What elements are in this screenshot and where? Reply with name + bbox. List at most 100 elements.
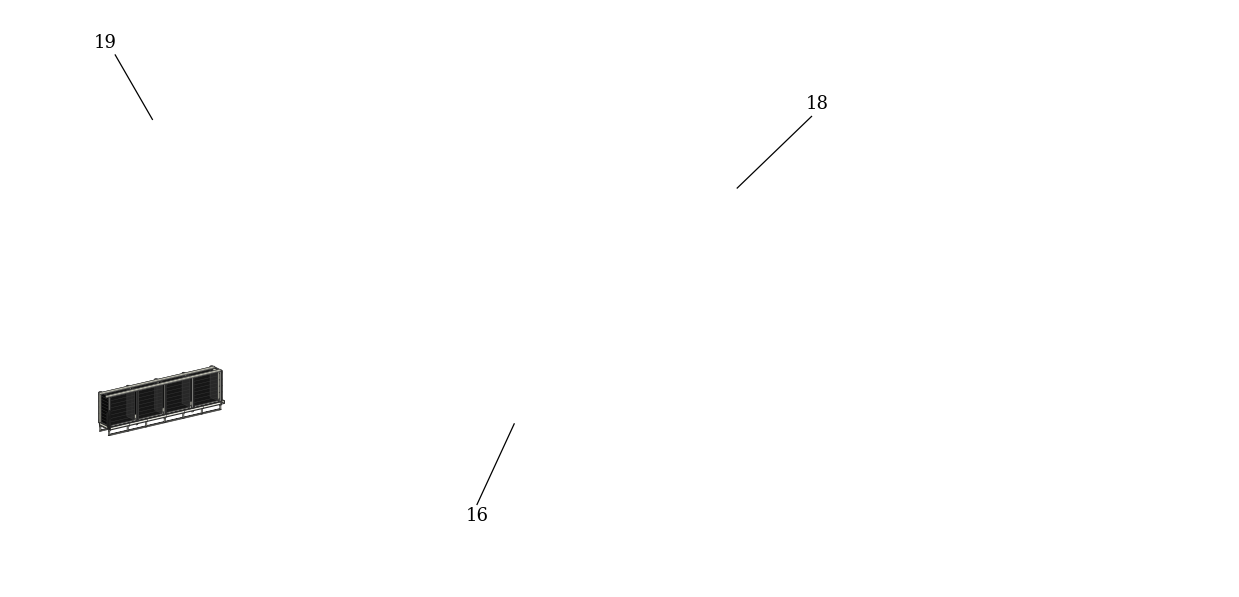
Polygon shape [211, 399, 213, 400]
Polygon shape [219, 371, 222, 402]
Polygon shape [136, 398, 139, 399]
Polygon shape [108, 429, 110, 432]
Polygon shape [182, 399, 195, 405]
Polygon shape [129, 385, 139, 420]
Polygon shape [154, 400, 166, 405]
Polygon shape [173, 413, 176, 414]
Polygon shape [219, 373, 222, 374]
Polygon shape [99, 392, 110, 397]
Polygon shape [165, 384, 166, 386]
Polygon shape [166, 378, 190, 413]
Polygon shape [191, 379, 195, 380]
Polygon shape [99, 407, 112, 412]
Polygon shape [219, 385, 222, 386]
Polygon shape [182, 373, 195, 378]
Polygon shape [109, 408, 221, 435]
Polygon shape [131, 381, 162, 391]
Polygon shape [183, 405, 185, 408]
Polygon shape [164, 422, 166, 423]
Polygon shape [159, 375, 190, 384]
Polygon shape [136, 422, 139, 423]
Polygon shape [102, 393, 109, 426]
Polygon shape [102, 392, 112, 427]
Polygon shape [105, 370, 221, 396]
Polygon shape [126, 407, 139, 412]
Polygon shape [154, 381, 166, 386]
Polygon shape [99, 425, 102, 427]
Polygon shape [185, 373, 195, 408]
Polygon shape [192, 409, 195, 410]
Polygon shape [182, 412, 185, 413]
Polygon shape [164, 417, 166, 418]
Polygon shape [136, 390, 139, 421]
Polygon shape [145, 426, 147, 427]
Polygon shape [110, 402, 222, 430]
Polygon shape [209, 374, 222, 380]
Polygon shape [219, 398, 222, 399]
Polygon shape [186, 369, 211, 402]
Polygon shape [191, 398, 195, 399]
Polygon shape [201, 413, 203, 414]
Polygon shape [193, 373, 218, 406]
Polygon shape [157, 379, 166, 414]
Polygon shape [99, 422, 110, 430]
Polygon shape [164, 411, 166, 412]
Polygon shape [219, 379, 222, 380]
Polygon shape [100, 404, 212, 431]
Polygon shape [103, 388, 126, 422]
Polygon shape [107, 370, 221, 398]
Polygon shape [182, 393, 195, 399]
Polygon shape [182, 373, 185, 404]
Polygon shape [99, 419, 112, 424]
Polygon shape [108, 411, 112, 413]
Polygon shape [136, 392, 139, 393]
Polygon shape [108, 424, 112, 425]
Polygon shape [99, 425, 102, 426]
Polygon shape [136, 411, 139, 412]
Polygon shape [99, 400, 112, 405]
Polygon shape [209, 387, 222, 392]
Polygon shape [109, 409, 221, 436]
Polygon shape [108, 399, 112, 400]
Polygon shape [209, 368, 222, 373]
Polygon shape [154, 387, 166, 393]
Polygon shape [209, 381, 222, 386]
Polygon shape [136, 405, 139, 406]
Polygon shape [126, 388, 134, 420]
Polygon shape [99, 366, 214, 395]
Polygon shape [182, 387, 195, 392]
Polygon shape [209, 393, 222, 399]
Polygon shape [108, 396, 112, 427]
Polygon shape [108, 429, 110, 430]
Polygon shape [126, 413, 139, 418]
Polygon shape [193, 377, 195, 379]
Polygon shape [99, 396, 222, 427]
Polygon shape [155, 379, 156, 410]
Polygon shape [165, 384, 166, 414]
Polygon shape [99, 392, 102, 423]
Polygon shape [182, 375, 190, 407]
Polygon shape [99, 394, 112, 399]
Polygon shape [109, 397, 110, 398]
Polygon shape [126, 430, 129, 432]
Polygon shape [108, 405, 112, 406]
Polygon shape [126, 400, 139, 405]
Polygon shape [99, 413, 112, 418]
Polygon shape [211, 366, 212, 397]
Polygon shape [126, 425, 129, 426]
Polygon shape [103, 388, 134, 397]
Polygon shape [154, 393, 166, 399]
Polygon shape [102, 367, 213, 395]
Polygon shape [108, 417, 112, 418]
Polygon shape [213, 366, 222, 401]
Polygon shape [192, 377, 193, 408]
Polygon shape [139, 385, 162, 419]
Polygon shape [136, 416, 139, 417]
Polygon shape [191, 386, 195, 387]
Polygon shape [99, 366, 214, 393]
Polygon shape [108, 370, 219, 396]
Polygon shape [211, 396, 224, 402]
Polygon shape [164, 386, 166, 387]
Polygon shape [105, 370, 221, 398]
Polygon shape [159, 375, 182, 409]
